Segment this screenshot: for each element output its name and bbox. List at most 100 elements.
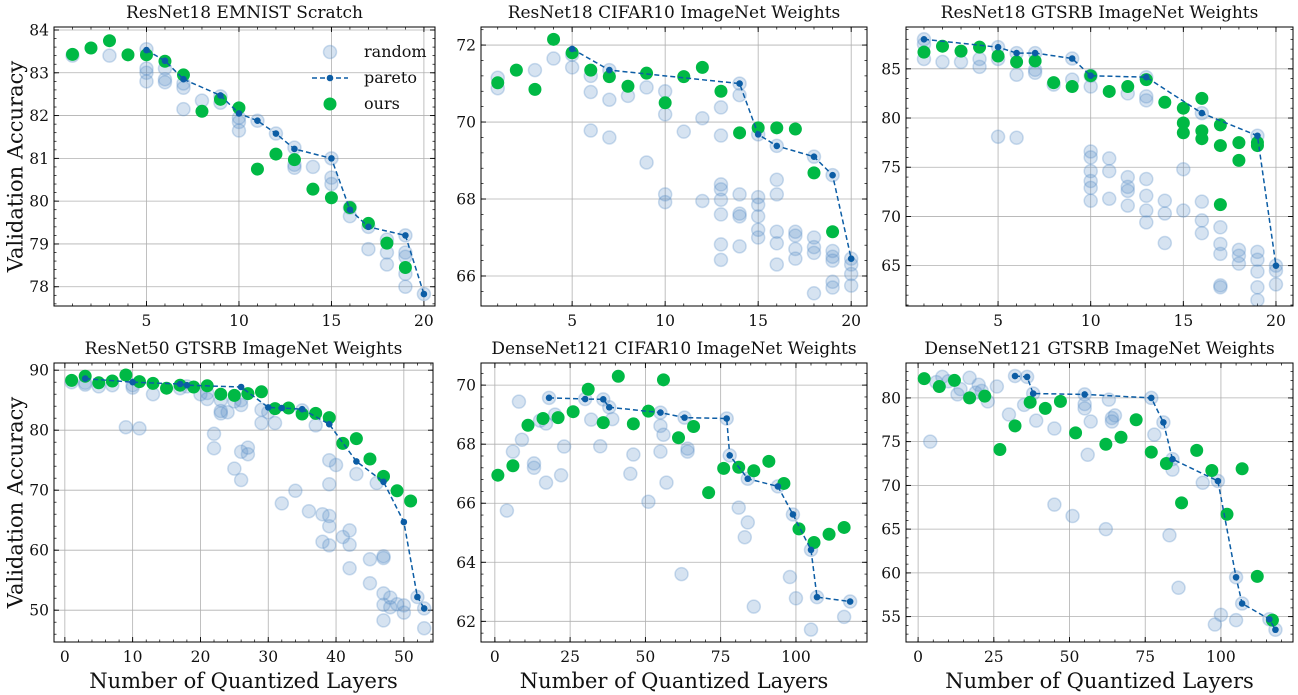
random-point	[1104, 414, 1120, 429]
random-point	[1083, 414, 1098, 429]
random-point	[623, 466, 638, 481]
random-point	[1104, 410, 1120, 426]
legend-label: pareto	[364, 68, 417, 87]
ours-point	[551, 411, 565, 425]
ours-point	[702, 486, 716, 500]
random-point	[1213, 607, 1229, 623]
y-tick-label: 90	[29, 362, 49, 380]
random-point	[1120, 198, 1136, 213]
ours-point	[947, 373, 961, 387]
ours-point	[65, 47, 79, 61]
ours-point	[521, 418, 535, 432]
random-point	[971, 377, 986, 393]
pareto-point	[176, 380, 184, 388]
random-point	[1083, 173, 1098, 189]
random-point	[240, 440, 256, 455]
ours-point	[1232, 136, 1246, 150]
ours-point	[491, 76, 505, 90]
ours-point	[536, 412, 550, 426]
pareto-point	[810, 153, 818, 160]
random-point	[1080, 447, 1095, 463]
random-point	[1213, 280, 1228, 295]
random-point	[769, 224, 785, 239]
random-point	[713, 182, 729, 197]
random-point	[274, 496, 290, 511]
y-tick-label: 68	[456, 191, 476, 209]
ours-point	[324, 191, 338, 205]
random-point	[1213, 246, 1228, 262]
x-tick-label: 50	[636, 648, 656, 666]
ours-point	[695, 60, 709, 74]
x-tick-label: 20	[841, 312, 861, 330]
random-point	[825, 249, 840, 264]
random-point	[315, 506, 330, 522]
axes-frame	[53, 362, 434, 643]
ours-point	[658, 96, 672, 110]
pareto-point	[1068, 55, 1076, 62]
ours-point	[1158, 95, 1172, 109]
random-point	[499, 503, 515, 518]
pareto-point	[183, 381, 191, 389]
random-point	[657, 84, 673, 99]
random-point	[362, 575, 378, 591]
random-point	[1139, 188, 1154, 204]
subplot-4: 0 10 20 30 40 50 50 60 70 80 90 ResNet50 GTSRB Imag…	[4, 339, 434, 693]
y-tick-label: 66	[456, 267, 476, 285]
random-point	[379, 257, 395, 272]
ours-point	[677, 70, 691, 84]
random-point	[233, 444, 249, 460]
subplot-title: ResNet18 CIFAR10 ImageNet Weights	[508, 3, 841, 23]
random-point	[825, 253, 840, 268]
ours-point	[1008, 419, 1022, 433]
random-point	[1194, 194, 1210, 209]
ours-point	[973, 40, 987, 54]
subplot-2: 5 10 15 20 66 68 70 72 ResNet18 CIFAR10 ImageNet…	[456, 3, 868, 330]
random-point	[788, 251, 803, 266]
random-point	[1083, 163, 1098, 179]
random-point	[322, 452, 337, 468]
pareto-point	[754, 131, 762, 138]
x-tick-label: 50	[1060, 648, 1080, 666]
ours-point	[309, 406, 323, 420]
ours-point	[227, 388, 241, 402]
ours-point	[404, 494, 418, 508]
ours-point	[762, 454, 776, 468]
ours-point	[792, 522, 806, 536]
ours-point	[581, 382, 595, 396]
random-point	[750, 189, 766, 205]
ours-point	[84, 41, 98, 55]
pareto-point	[143, 46, 150, 54]
axes-frame	[905, 362, 1294, 643]
random-point	[322, 518, 337, 534]
random-point	[639, 155, 654, 170]
pareto-point	[920, 36, 928, 43]
ours-point	[1190, 443, 1204, 457]
y-tick-label: 60	[29, 542, 49, 560]
random-point	[656, 427, 671, 442]
random-point	[1194, 213, 1210, 228]
random-point	[788, 591, 804, 606]
y-tick-label: 85	[881, 60, 901, 78]
ours-point	[1144, 445, 1158, 459]
ours-point	[1220, 507, 1234, 521]
pareto-point	[129, 378, 136, 386]
y-tick-label: 78	[29, 278, 49, 296]
ours-point	[935, 39, 949, 53]
random-point	[1228, 612, 1244, 628]
random-point	[1194, 225, 1210, 241]
random-point	[376, 613, 391, 628]
y-tick-label: 82	[29, 107, 49, 125]
random-point	[806, 245, 822, 261]
x-axis-label: Number of Quantized Layers	[89, 669, 398, 693]
random-point	[206, 426, 222, 442]
ours-point	[770, 121, 784, 135]
ours-point	[1053, 394, 1067, 408]
random-point	[788, 241, 803, 257]
ours-point	[1129, 413, 1143, 427]
pareto-point	[774, 483, 782, 490]
random-point	[680, 444, 695, 459]
ours-point	[733, 126, 747, 140]
ours-point	[1213, 198, 1227, 212]
ours-point	[92, 376, 106, 390]
legend-label: ours	[364, 94, 400, 113]
